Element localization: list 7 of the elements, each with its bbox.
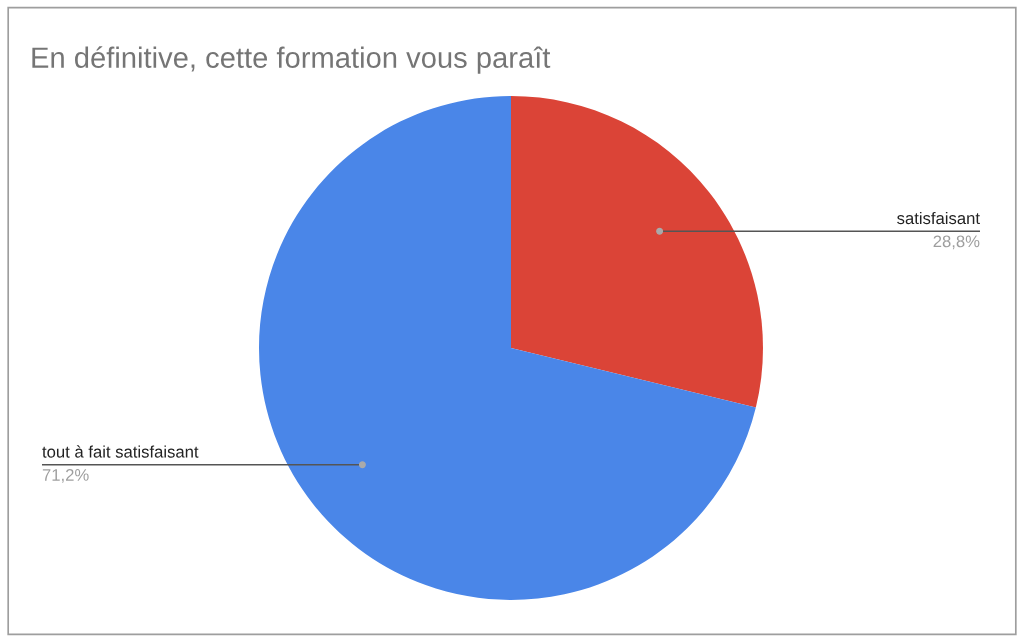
chart-title: En définitive, cette formation vous paraît [32, 46, 551, 74]
data-label: 28,8% [933, 235, 980, 250]
pie-slice [259, 96, 756, 600]
data-label: 71,2% [42, 469, 89, 483]
pie-slice [511, 96, 763, 408]
slice-label: tout à fait satisfaisant [42, 445, 199, 458]
slice-label: satisfaisant [897, 211, 980, 225]
